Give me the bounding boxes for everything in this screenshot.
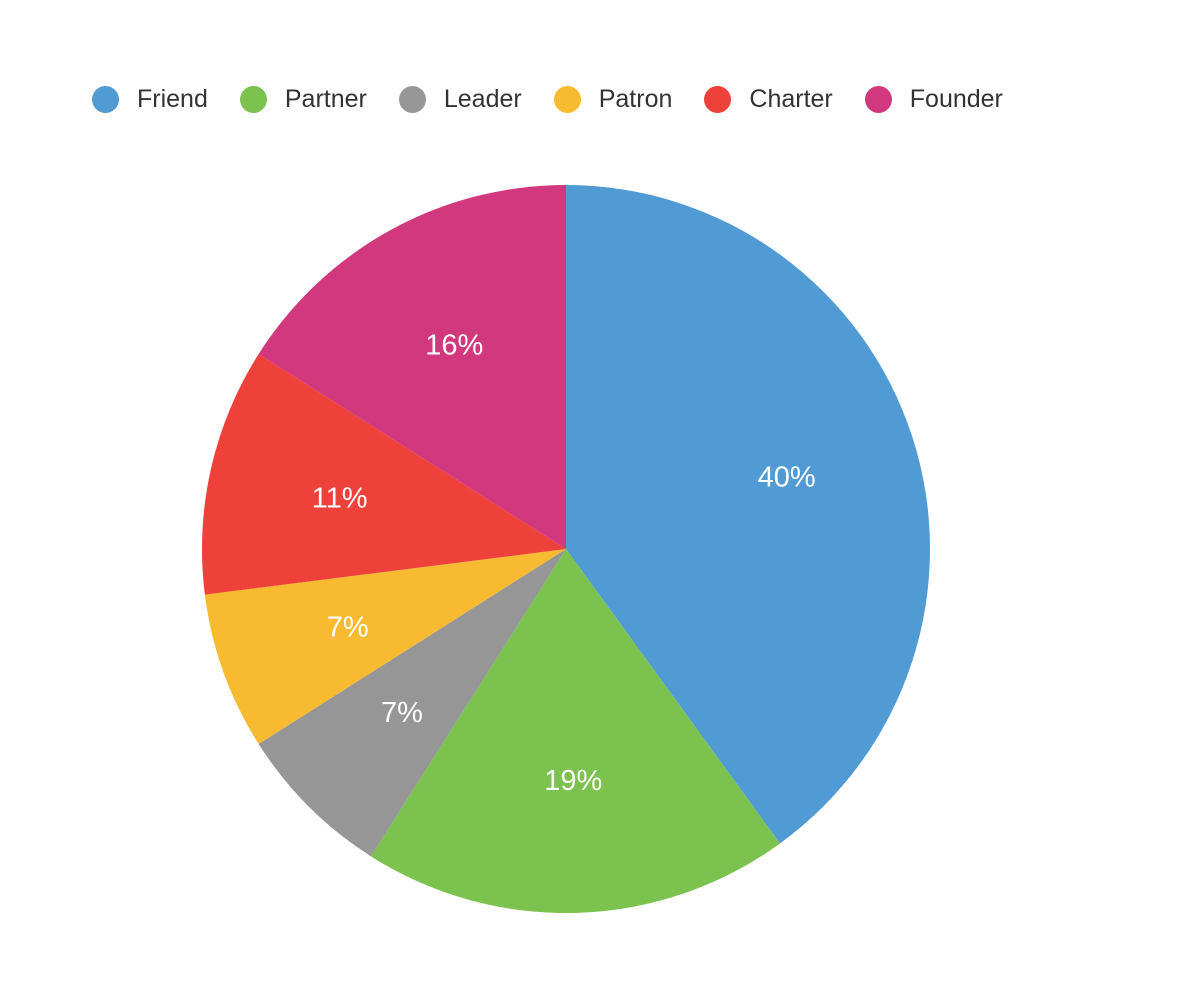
legend-label-charter: Charter [749,84,833,113]
legend-item-patron[interactable]: Patron [553,84,673,114]
pie-slice-charter[interactable] [202,353,566,595]
legend-label-friend: Friend [137,84,208,113]
slice-label-friend: 40% [758,461,816,493]
legend-label-founder: Founder [909,84,1003,113]
legend-label-leader: Leader [443,84,522,113]
legend-item-friend[interactable]: Friend [92,85,208,114]
legend-swatch-patron [553,85,581,113]
pie-slice-partner[interactable] [370,549,780,913]
legend-item-founder[interactable]: Founder [864,84,1003,114]
pie-slice-founder[interactable] [258,185,566,549]
slice-label-charter: 11% [312,482,368,514]
legend-swatch-partner [239,85,267,113]
pie-slice-leader[interactable] [258,549,566,857]
legend-swatch-charter [704,85,732,113]
slice-label-founder: 16% [425,330,483,362]
legend-item-leader[interactable]: Leader [398,84,522,114]
chart-legend: Friend Partner Leader Patron Charter Fou… [92,80,1035,118]
legend-label-patron: Patron [598,84,673,113]
legend-swatch-friend [92,85,119,113]
legend-swatch-founder [864,85,892,113]
legend-swatch-leader [398,85,426,113]
legend-item-charter[interactable]: Charter [704,84,833,114]
pie-slice-friend[interactable] [566,185,931,844]
legend-item-partner[interactable]: Partner [239,84,367,114]
legend-label-partner: Partner [284,84,367,113]
slice-label-leader: 7% [381,697,423,729]
slice-label-partner: 19% [544,765,602,797]
slice-label-patron: 7% [327,612,369,644]
pie-slice-patron[interactable] [204,549,567,745]
